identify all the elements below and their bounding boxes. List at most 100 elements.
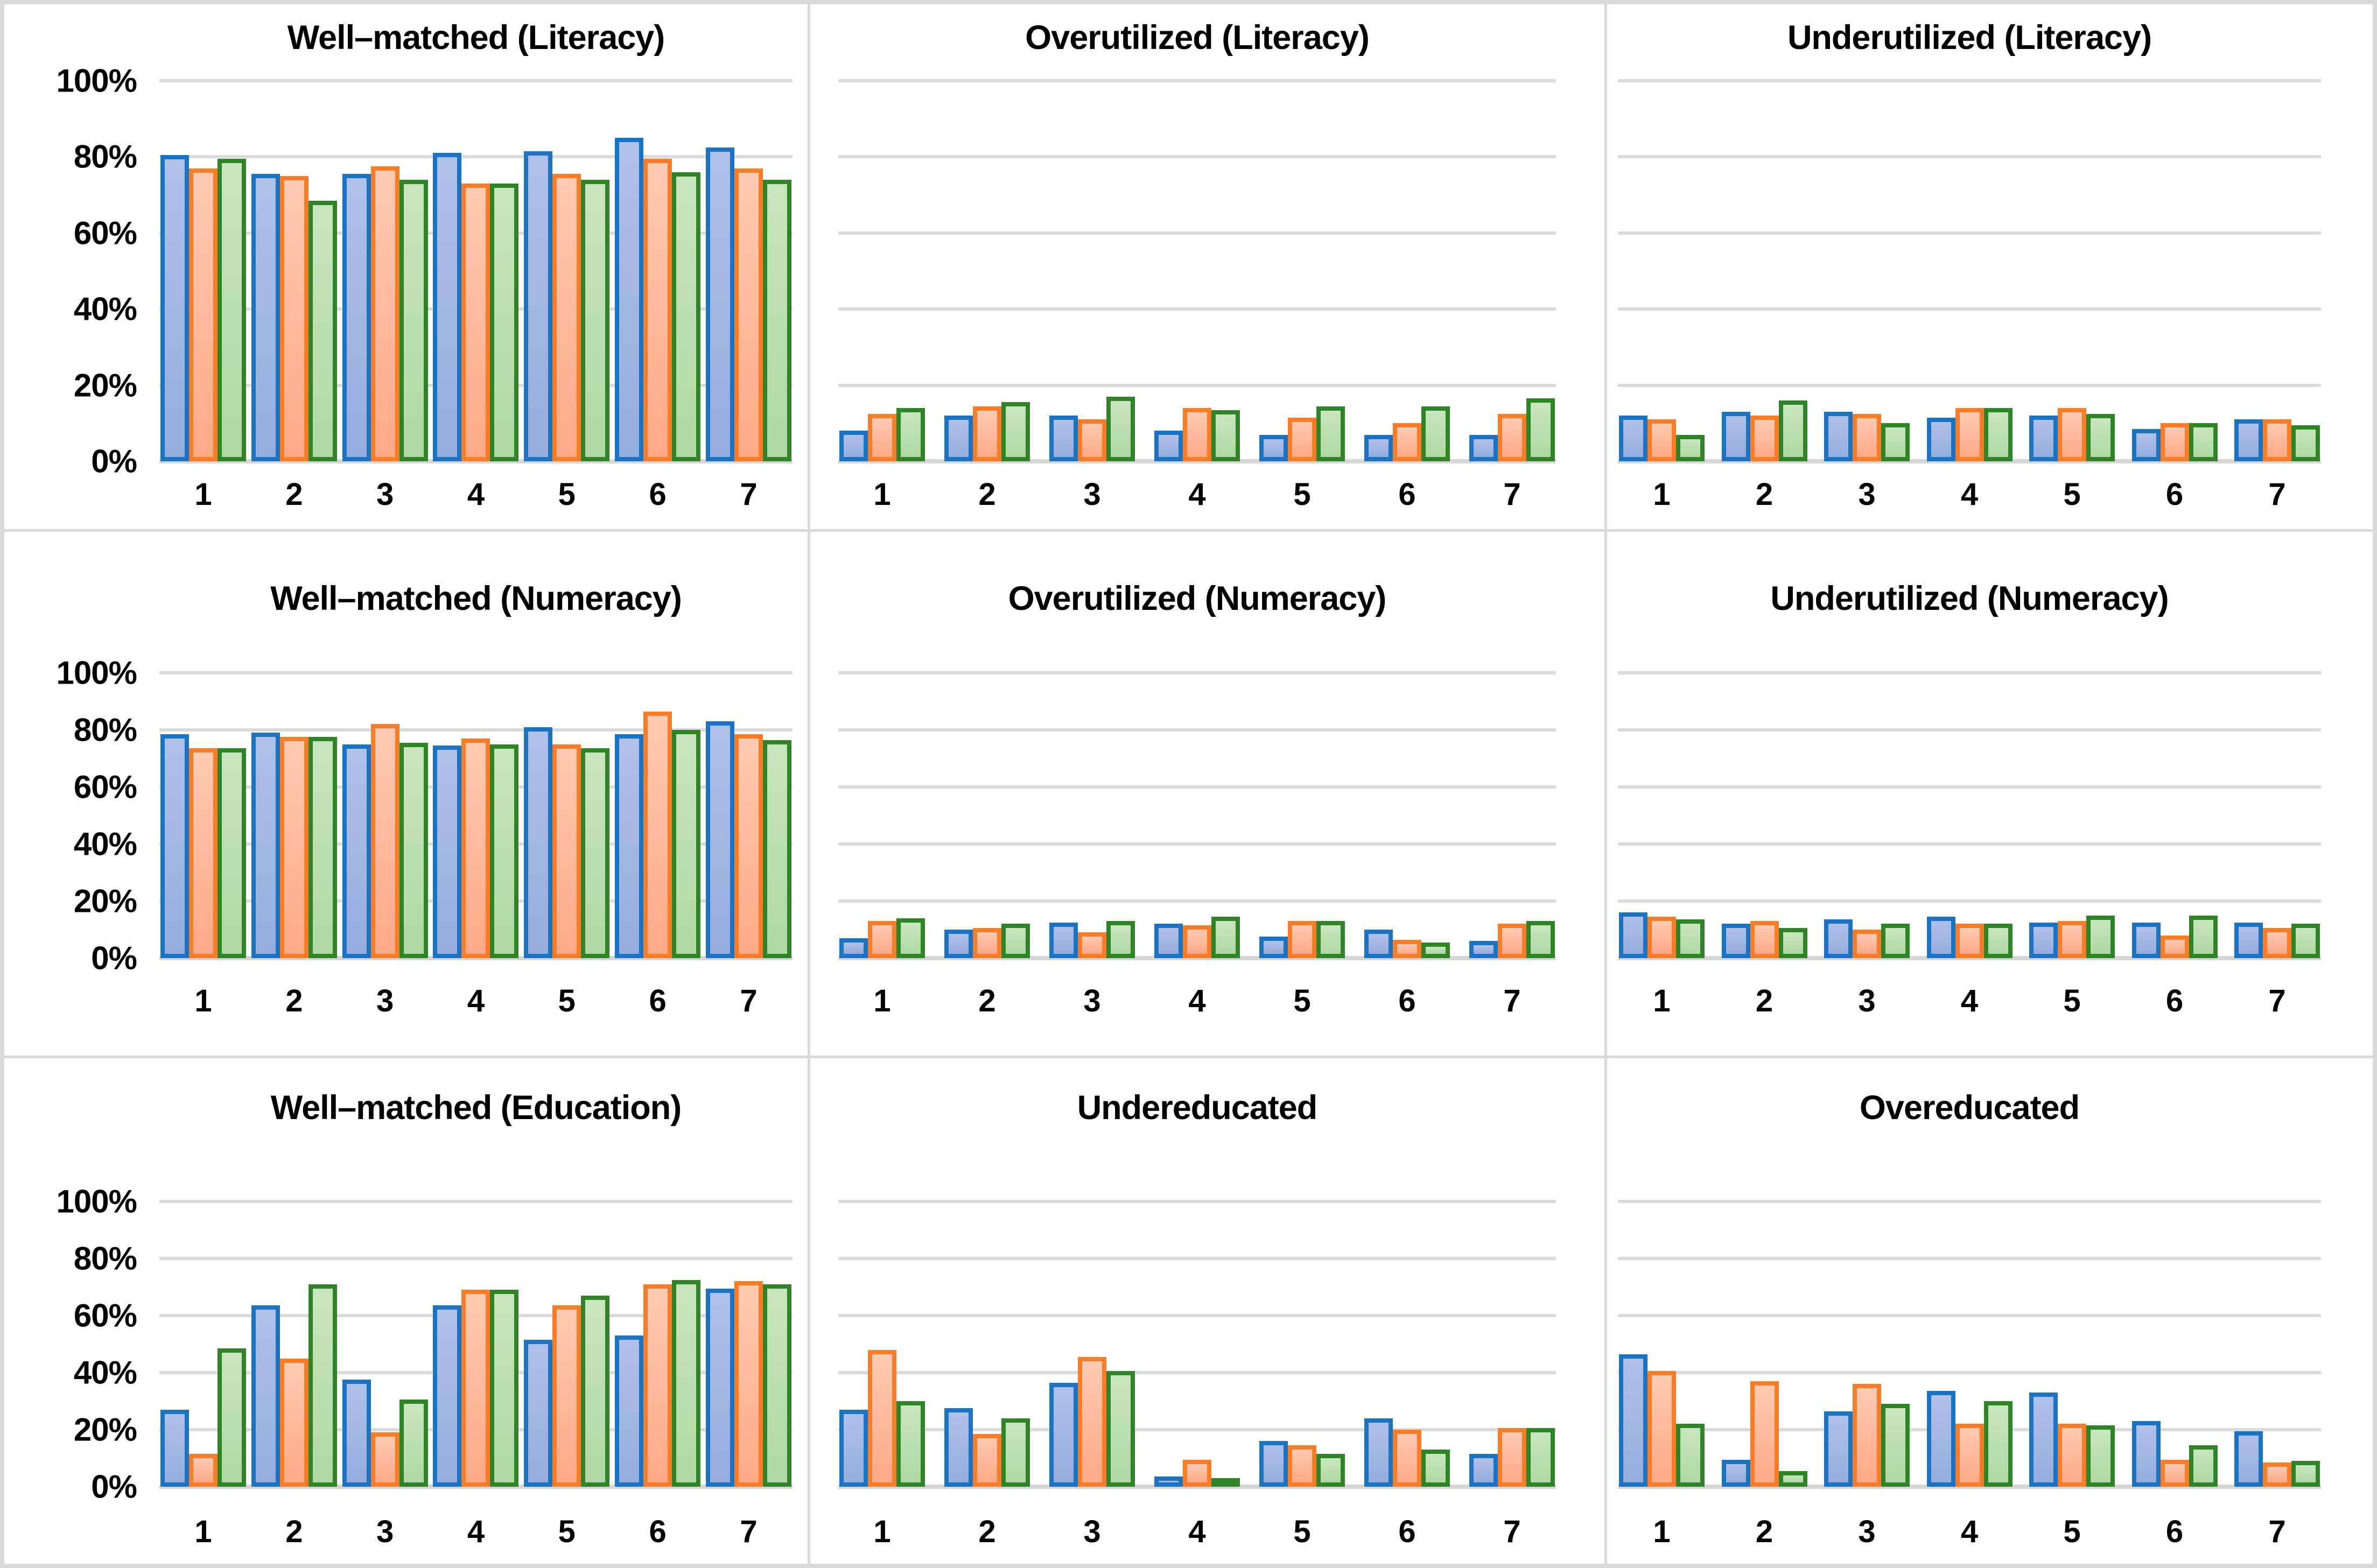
bar-green [896,1401,925,1487]
bar-blue [944,930,973,958]
bar-blue [1469,1454,1498,1487]
bar-green [1106,921,1135,958]
x-tick-label: 4 [1960,1514,1979,1549]
bar-group-1 [839,1201,925,1487]
x-tick-label: 4 [1188,1514,1206,1549]
x-tick-label: 3 [1858,477,1876,512]
y-tick-label: 80% [73,1240,137,1277]
bar-orange [1183,925,1211,958]
bar-green [1316,1454,1345,1487]
bars-layer [1619,673,2320,958]
bar-group-6 [615,1201,701,1487]
gridline [1618,728,2321,732]
x-tick-label: 2 [978,477,996,512]
bar-orange [973,1433,1001,1487]
bar-blue [1926,417,1955,461]
bar-group-1 [160,673,246,958]
bar-green [2086,915,2115,958]
bar-orange [1078,932,1106,958]
bar-orange [1955,1424,1984,1487]
x-tick-label: 7 [2268,983,2286,1018]
x-tick-label: 1 [1653,1514,1671,1549]
bar-orange [2058,408,2086,461]
bar-group-6 [1364,81,1450,461]
bar-green [1526,921,1555,958]
gridline [1618,79,2321,82]
x-tick-label: 2 [978,983,996,1018]
bar-group-2 [944,81,1030,461]
plot-area [838,671,1556,960]
panel-title: Underutilized (Literacy) [1787,19,2152,57]
bar-blue [839,1409,868,1487]
y-tick-label: 60% [73,215,137,251]
y-tick-label: 0% [91,443,137,480]
bars-layer [1619,81,2320,461]
bar-blue [1619,416,1647,461]
bar-group-4 [433,673,519,958]
bar-green [896,918,925,958]
bar-blue [1364,1418,1393,1487]
bar-orange [370,166,399,461]
bar-orange [1498,924,1526,958]
gridline [838,155,1556,159]
x-tick-label: 2 [285,983,303,1018]
y-tick-label: 100% [56,1183,137,1220]
bar-group-7 [1469,81,1555,461]
chart-panel-1: Well–matched (Literacy) 0% 20% 40% 60% 80% 100… [4,4,810,532]
y-tick-label: 0% [91,1468,137,1505]
y-axis-labels: 0% 20% 40% 60% 80% 100% [4,655,137,976]
bar-group-1 [1619,1201,1705,1487]
bar-orange [279,175,308,461]
bar-orange [1955,408,1984,461]
bar-green [2189,423,2218,461]
bar-group-2 [944,673,1030,958]
bar-group-4 [433,1201,519,1487]
gridline [838,383,1556,387]
bar-blue [160,154,189,461]
bar-group-4 [1154,673,1240,958]
bar-group-7 [1469,1201,1555,1487]
bar-blue [944,1408,973,1487]
x-tick-label: 7 [1503,1514,1521,1549]
bar-group-4 [1926,81,2013,461]
y-tick-label: 20% [73,883,137,919]
bar-blue [1619,912,1647,958]
bar-blue [2131,1421,2161,1487]
bar-blue [705,721,734,958]
bar-green [1676,919,1705,958]
bar-group-2 [251,81,337,461]
bar-blue [524,151,553,461]
bar-orange [643,1284,672,1487]
y-tick-label: 40% [73,291,137,327]
x-tick-label: 6 [649,983,667,1018]
bar-orange [734,1281,763,1487]
x-tick-label: 4 [1188,477,1206,512]
bar-green [1676,434,1705,461]
x-tick-label: 3 [376,1514,394,1549]
x-tick-label: 6 [1398,983,1416,1018]
bars-layer [839,81,1555,461]
gridline [838,785,1556,789]
bar-orange [734,734,763,958]
bar-group-1 [839,673,925,958]
bar-group-5 [1259,81,1345,461]
chart-panel-9: Overeducated 1 2 3 4 5 6 7 [1607,1058,2373,1564]
x-tick-label: 5 [1293,983,1311,1018]
bar-blue [1049,922,1078,958]
bar-group-7 [1469,673,1555,958]
bars-layer [839,673,1555,958]
x-tick-label: 2 [285,477,303,512]
bar-group-3 [1824,673,1910,958]
x-tick-label: 7 [740,983,758,1018]
bar-green [308,200,337,461]
panel-title: Well–matched (Education) [270,1089,682,1127]
bar-orange [734,168,763,461]
bar-group-6 [2131,81,2218,461]
bar-green [1106,1371,1135,1487]
bar-orange [1393,1430,1421,1487]
x-tick-label: 2 [1755,1514,1773,1549]
bar-orange [461,1290,490,1487]
bar-blue [1721,1459,1750,1487]
bar-green [218,158,246,461]
bar-green [1881,423,1910,461]
